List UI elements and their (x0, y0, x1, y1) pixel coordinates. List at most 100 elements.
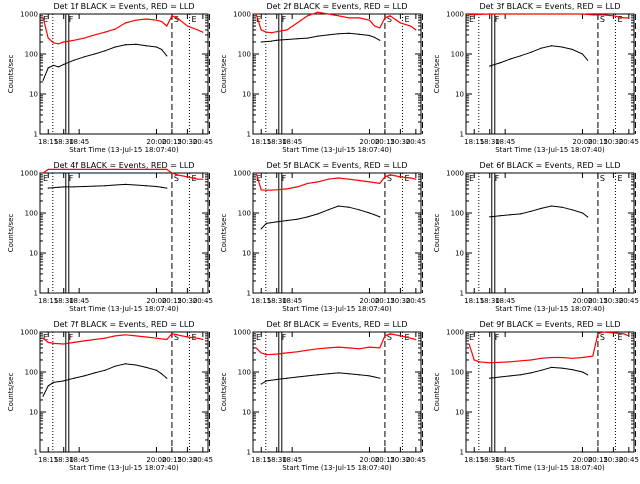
x-tick-label: 18:45 (495, 456, 515, 464)
x-tick-label: 20:45 (406, 138, 426, 146)
marker-label: E (256, 15, 261, 24)
data-point-lld (114, 28, 116, 30)
data-point-lld (374, 25, 376, 27)
x-axis-label: Start Time (13-Jul-15 18:07:40) (495, 305, 605, 313)
x-tick-label: 18:45 (69, 138, 89, 146)
marker-label: E (43, 174, 48, 183)
data-point-lld (52, 168, 54, 170)
data-point-events (114, 46, 116, 48)
data-point-events (104, 369, 106, 371)
x-tick-label: 18:15 (38, 456, 58, 464)
data-point-lld (265, 189, 267, 191)
marker-label: E (617, 174, 622, 183)
data-point-events (317, 374, 319, 376)
data-point-events (42, 395, 44, 397)
data-point-lld (499, 13, 501, 15)
data-point-lld (104, 168, 106, 170)
marker-label: E (617, 333, 622, 342)
x-tick-label: 18:45 (282, 297, 302, 305)
data-point-lld (47, 37, 49, 39)
marker-label: E (469, 333, 474, 342)
y-tick-label: 10 (29, 250, 38, 258)
data-point-events (145, 185, 147, 187)
x-tick-label: 18:15 (251, 297, 271, 305)
data-point-lld (270, 32, 273, 34)
data-point-lld (171, 333, 173, 335)
x-tick-label: 18:30 (480, 456, 500, 464)
marker-label: E (469, 174, 474, 183)
x-tick-label: 20:15 (162, 297, 182, 305)
data-point-lld (260, 189, 262, 191)
data-point-events (379, 216, 381, 218)
x-axis-label: Start Time (13-Jul-15 18:07:40) (495, 146, 605, 154)
data-point-lld (520, 13, 522, 15)
marker-label: E (256, 174, 261, 183)
data-point-lld (602, 331, 604, 333)
data-point-events (358, 209, 360, 211)
data-point-events (265, 380, 267, 382)
data-point-events (379, 39, 381, 41)
data-point-events (561, 46, 563, 48)
x-tick-label: 20:30 (390, 138, 410, 146)
y-tick-label: 10 (455, 250, 464, 258)
x-tick-label: 20:15 (588, 138, 608, 146)
x-tick-label: 20:15 (162, 456, 182, 464)
data-point-events (124, 44, 127, 46)
x-tick-label: 20:15 (588, 297, 608, 305)
marker-label: F (282, 333, 287, 342)
y-tick-label: 1 (460, 449, 464, 457)
chart-panel-5: Det 5f BLACK = Events, RED = LLD 1 10 100 10… (220, 161, 426, 313)
data-point-lld (202, 31, 204, 33)
x-tick-label: 20:45 (193, 456, 213, 464)
data-point-lld (255, 13, 257, 15)
x-axis-label: Start Time (13-Jul-15 18:07:40) (495, 464, 605, 472)
x-tick-label: 18:30 (54, 297, 74, 305)
data-point-lld (63, 343, 65, 345)
data-point-lld (561, 356, 563, 359)
x-tick-label: 18:30 (54, 138, 74, 146)
data-point-lld (176, 17, 178, 19)
data-point-lld (197, 178, 199, 180)
x-tick-label: 18:45 (69, 297, 89, 305)
y-tick-label: 100 (25, 210, 38, 218)
data-point-lld (296, 186, 298, 188)
x-tick-label: 18:15 (251, 138, 271, 146)
data-point-lld (623, 17, 625, 19)
data-point-lld (286, 352, 288, 354)
data-point-lld (612, 15, 614, 17)
data-point-events (94, 53, 96, 55)
series-line-events (260, 372, 380, 385)
x-axis-label: Start Time (13-Jul-15 18:07:40) (282, 305, 392, 313)
chart-panel-4: Det 4f BLACK = Events, RED = LLD 1 10 100 10… (7, 161, 213, 313)
y-tick-label: 1000 (233, 11, 251, 19)
data-point-events (63, 63, 65, 65)
data-point-events (57, 66, 60, 68)
data-point-lld (337, 15, 340, 17)
data-point-lld (348, 17, 350, 19)
data-point-events (561, 206, 563, 208)
data-point-lld (57, 43, 60, 45)
x-tick-label: 20:30 (603, 297, 623, 305)
y-tick-label: 1 (247, 290, 251, 298)
x-tick-label: 20:30 (177, 456, 197, 464)
data-point-lld (473, 359, 475, 361)
data-point-events (63, 186, 65, 188)
data-point-events (489, 216, 491, 218)
chart-panel-8: Det 8f BLACK = Events, RED = LLD 1 10 100 10… (220, 320, 426, 472)
x-tick-label: 18:15 (251, 456, 271, 464)
data-point-events (540, 207, 542, 210)
x-tick-label: 20:45 (619, 138, 639, 146)
x-tick-label: 20:00 (146, 297, 166, 305)
marker-label: E (191, 15, 196, 24)
data-point-lld (186, 176, 188, 178)
data-point-lld (389, 174, 391, 176)
x-tick-label: 20:00 (572, 138, 592, 146)
series-line-events (48, 183, 167, 189)
x-tick-label: 18:45 (495, 297, 515, 305)
x-tick-label: 18:45 (282, 456, 302, 464)
x-tick-label: 20:00 (572, 456, 592, 464)
data-point-events (379, 377, 381, 379)
data-point-events (57, 186, 60, 188)
x-tick-label: 18:15 (38, 138, 58, 146)
data-point-events (550, 205, 553, 207)
